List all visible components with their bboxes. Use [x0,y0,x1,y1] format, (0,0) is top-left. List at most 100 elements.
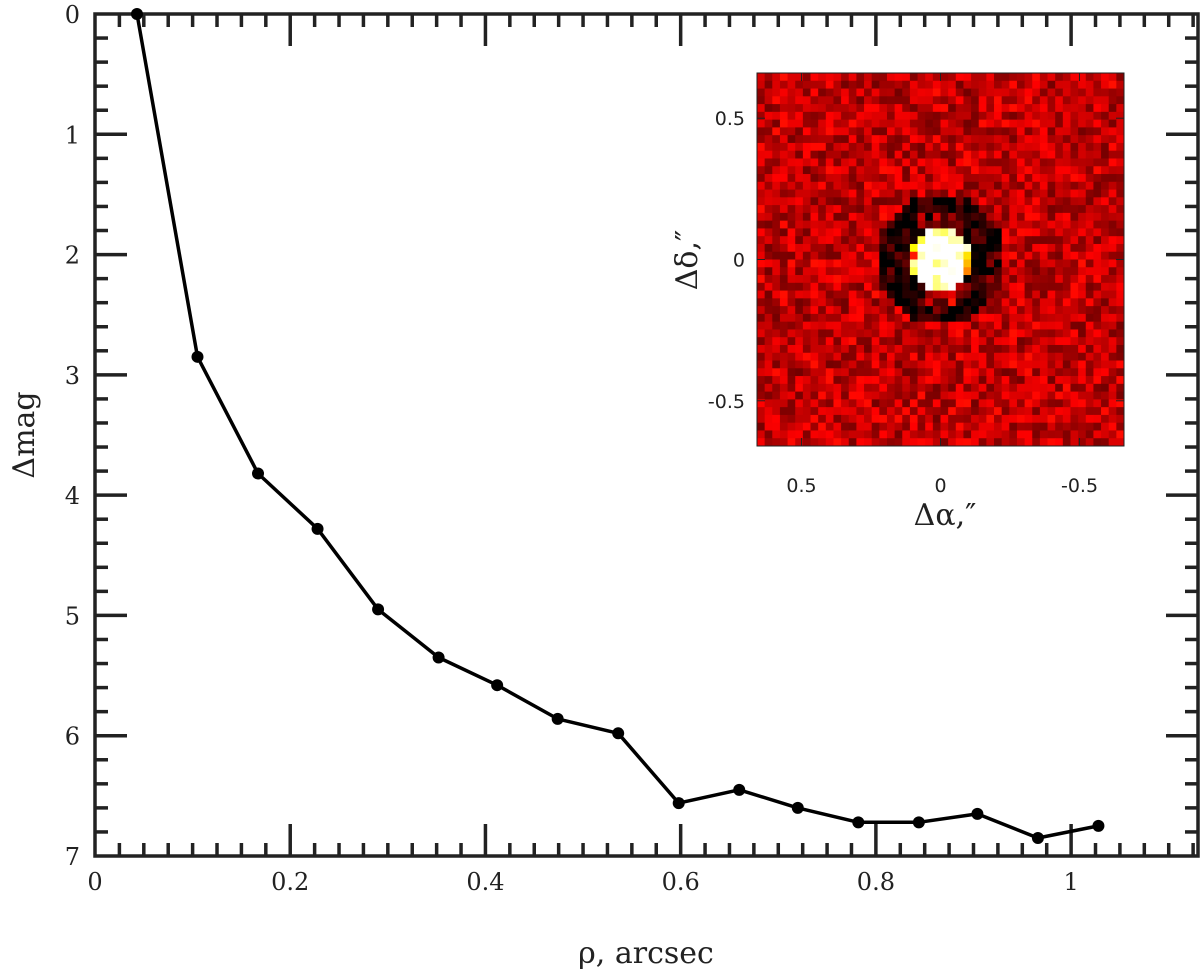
heatmap-cell [757,438,766,447]
heatmap-cell [795,197,804,206]
heatmap-cell [764,205,773,214]
heatmap-cell [955,166,964,175]
heatmap-cell [1093,73,1102,82]
heatmap-cell [864,313,873,323]
heatmap-cell [879,150,888,159]
heatmap-cell [1101,158,1110,167]
y-tick-label: 5 [65,602,80,630]
heatmap-cell [994,142,1003,152]
heatmap-cell [772,306,781,315]
heatmap-cell [886,135,896,144]
heatmap-cell [879,344,888,354]
heatmap-cell [955,111,964,121]
heatmap-cell [1062,313,1071,323]
heatmap-cell [795,321,804,330]
heatmap-cell [1070,212,1079,222]
heatmap-cell [825,259,834,268]
heatmap-cell [1101,290,1110,299]
heatmap-cell [963,127,972,136]
heatmap-cell [932,407,941,416]
heatmap-cell [795,360,804,369]
heatmap-cell [902,205,911,214]
heatmap-cell [795,267,804,276]
heatmap-cell [1108,337,1117,346]
heatmap-cell [779,422,788,431]
heatmap-cell [894,282,903,291]
heatmap-cell [986,111,995,121]
heatmap-cell [978,430,987,439]
heatmap-cell [864,111,873,121]
heatmap-cell [886,275,896,284]
heatmap-cell [810,174,819,183]
heatmap-cell [1093,80,1102,89]
heatmap-cell [1009,321,1018,330]
heatmap-cell [1085,158,1094,167]
heatmap-cell [955,376,964,385]
heatmap-cell [818,313,827,323]
heatmap-cell [1093,407,1102,416]
heatmap-cell [1085,174,1094,183]
heatmap-cell [1116,337,1125,346]
heatmap-cell [1108,360,1117,369]
heatmap-cell [1009,142,1018,152]
heatmap-cell [764,282,773,291]
heatmap-cell [810,212,819,222]
heatmap-cell [1116,212,1125,222]
heatmap-cell [1055,414,1064,424]
heatmap-cell [757,352,766,361]
heatmap-cell [963,391,972,400]
heatmap-cell [787,306,796,315]
heatmap-cell [1070,205,1079,214]
heatmap-cell [1024,282,1033,291]
heatmap-cell [1032,181,1041,190]
heatmap-cell [802,438,811,447]
heatmap-cell [757,282,766,291]
heatmap-cell [917,166,926,175]
heatmap-cell [902,220,911,229]
heatmap-cell [948,80,957,89]
heatmap-cell [886,142,896,152]
heatmap-cell [994,298,1003,307]
heatmap-cell [932,399,941,408]
heatmap-cell [764,158,773,167]
heatmap-cell [818,80,827,89]
heatmap-cell [1108,205,1117,214]
heatmap-cell [856,267,865,276]
heatmap-cell [971,166,980,175]
heatmap-cell [787,407,796,416]
heatmap-cell [978,220,987,229]
heatmap-cell [1024,158,1033,167]
heatmap-cell [1016,313,1026,323]
heatmap-cell [787,321,796,330]
heatmap-cell [886,212,896,222]
heatmap-cell [1085,166,1094,175]
heatmap-cell [978,391,987,400]
heatmap-cell [1009,368,1018,377]
heatmap-cell [772,298,781,307]
heatmap-cell [772,142,781,152]
heatmap-cell [1101,220,1110,229]
heatmap-cell [879,142,888,152]
heatmap-cell [1024,174,1033,183]
heatmap-cell [1093,150,1102,159]
heatmap-cell [1070,360,1079,369]
heatmap-cell [787,181,796,190]
heatmap-cell [833,282,842,291]
heatmap-cell [1108,282,1117,291]
heatmap-cell [1116,383,1125,392]
heatmap-cell [978,407,987,416]
heatmap-cell [764,414,773,424]
heatmap-cell [772,337,781,346]
heatmap-cell [764,127,773,136]
heatmap-cell [978,166,987,175]
heatmap-cell [1032,306,1041,315]
heatmap-cell [879,290,888,299]
heatmap-cell [795,391,804,400]
heatmap-cell [955,391,964,400]
heatmap-cell [1001,197,1010,206]
data-point [1031,831,1044,844]
heatmap-cell [925,189,934,198]
heatmap-cell [1009,329,1018,338]
heatmap-cell [1101,197,1110,206]
